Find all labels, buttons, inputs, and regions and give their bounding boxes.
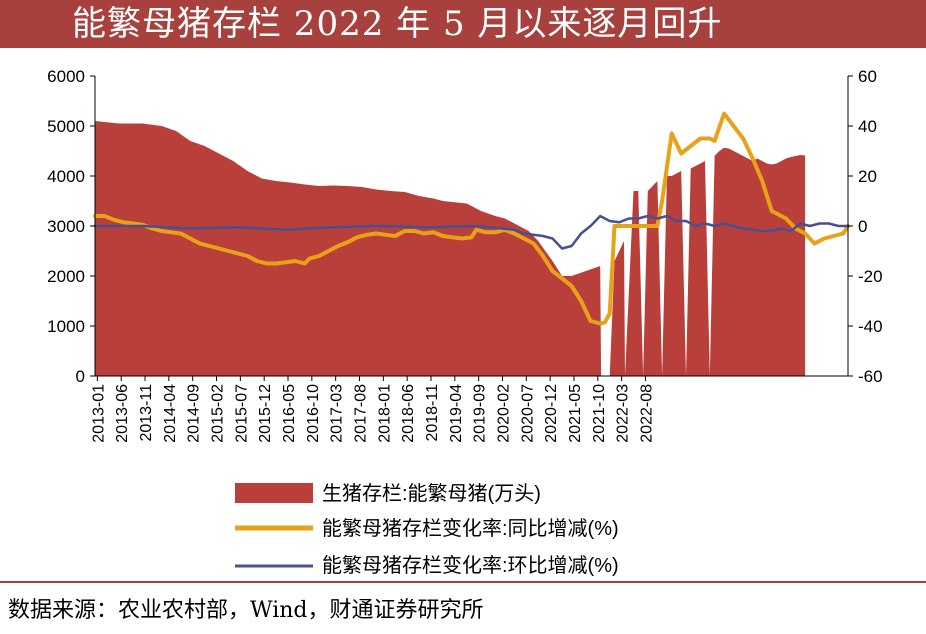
line-series-mom bbox=[93, 214, 850, 250]
x-tick-label: 2019-04 bbox=[448, 384, 465, 443]
x-tick-label: 2019-09 bbox=[472, 384, 489, 443]
plot-area bbox=[93, 111, 850, 376]
x-tick-label: 2014-04 bbox=[162, 384, 179, 443]
y-left-tick-label: 5000 bbox=[47, 117, 85, 136]
x-tick-label: 2017-08 bbox=[353, 384, 370, 443]
x-tick-label: 2021-10 bbox=[591, 384, 608, 443]
x-tick-label: 2016-10 bbox=[305, 384, 322, 443]
y-right-tick-label: 60 bbox=[858, 67, 877, 86]
legend-label-area: 生猪存栏:能繁母猪(万头) bbox=[322, 482, 541, 505]
source-note: 数据来源：农业农村部，Wind，财通证券研究所 bbox=[8, 598, 484, 623]
y-right-tick-label: -20 bbox=[858, 267, 883, 286]
y-left-tick-label: 1000 bbox=[47, 317, 85, 336]
x-tick-label: 2015-02 bbox=[210, 384, 227, 443]
x-tick-label: 2013-01 bbox=[90, 384, 107, 443]
x-tick-label: 2021-05 bbox=[567, 384, 584, 443]
x-tick-label: 2014-09 bbox=[186, 384, 203, 443]
area-series-sow-inventory bbox=[95, 121, 806, 376]
y-right-tick-label: -60 bbox=[858, 367, 883, 386]
y-right-tick-label: -40 bbox=[858, 317, 883, 336]
legend-label-mom: 能繁母猪存栏变化率:环比增减(%) bbox=[322, 554, 619, 577]
y-left-tick-label: 2000 bbox=[47, 267, 85, 286]
x-tick-label: 2018-06 bbox=[400, 384, 417, 443]
source-divider bbox=[0, 581, 926, 583]
axes: 0 1000 2000 3000 4000 5000 6000 -60 -40 -20 0 20 40 6… bbox=[47, 67, 882, 443]
y-right-tick-label: 40 bbox=[858, 117, 877, 136]
x-tick-label: 2022-03 bbox=[615, 384, 632, 443]
title-bar: 能繁母猪存栏 2022 年 5 月以来逐月回升 bbox=[0, 0, 926, 48]
x-tick-label: 2018-11 bbox=[424, 384, 441, 442]
x-tick-label: 2020-12 bbox=[543, 384, 560, 443]
y-left-tick-label: 6000 bbox=[47, 67, 85, 86]
x-tick-label: 2022-08 bbox=[639, 384, 656, 443]
x-tick-label: 2017-03 bbox=[329, 384, 346, 443]
page-title: 能繁母猪存栏 2022 年 5 月以来逐月回升 bbox=[72, 4, 723, 44]
legend: 生猪存栏:能繁母猪(万头) 能繁母猪存栏变化率:同比增减(%) 能繁母猪存栏变化… bbox=[235, 482, 619, 577]
line-series-yoy bbox=[93, 111, 850, 326]
y-left-tick-label: 0 bbox=[76, 367, 85, 386]
y-left-tick-label: 3000 bbox=[47, 217, 85, 236]
y-right-tick-label: 0 bbox=[858, 217, 867, 236]
x-tick-label: 2015-12 bbox=[257, 384, 274, 443]
x-tick-label: 2013-06 bbox=[114, 384, 131, 443]
x-tick-label: 2016-05 bbox=[281, 384, 298, 443]
x-tick-label: 2020-07 bbox=[519, 384, 536, 443]
x-tick-label: 2018-01 bbox=[376, 384, 393, 443]
chart: 0 1000 2000 3000 4000 5000 6000 -60 -40 -20 0 20 40 6… bbox=[47, 67, 882, 577]
x-tick-label: 2015-07 bbox=[233, 384, 250, 443]
legend-swatch-area bbox=[235, 483, 313, 503]
x-tick-label: 2013-11 bbox=[138, 384, 155, 442]
y-left-tick-label: 4000 bbox=[47, 167, 85, 186]
x-tick-label: 2020-02 bbox=[496, 384, 513, 443]
y-right-tick-label: 20 bbox=[858, 167, 877, 186]
legend-label-yoy: 能繁母猪存栏变化率:同比增减(%) bbox=[322, 517, 619, 540]
